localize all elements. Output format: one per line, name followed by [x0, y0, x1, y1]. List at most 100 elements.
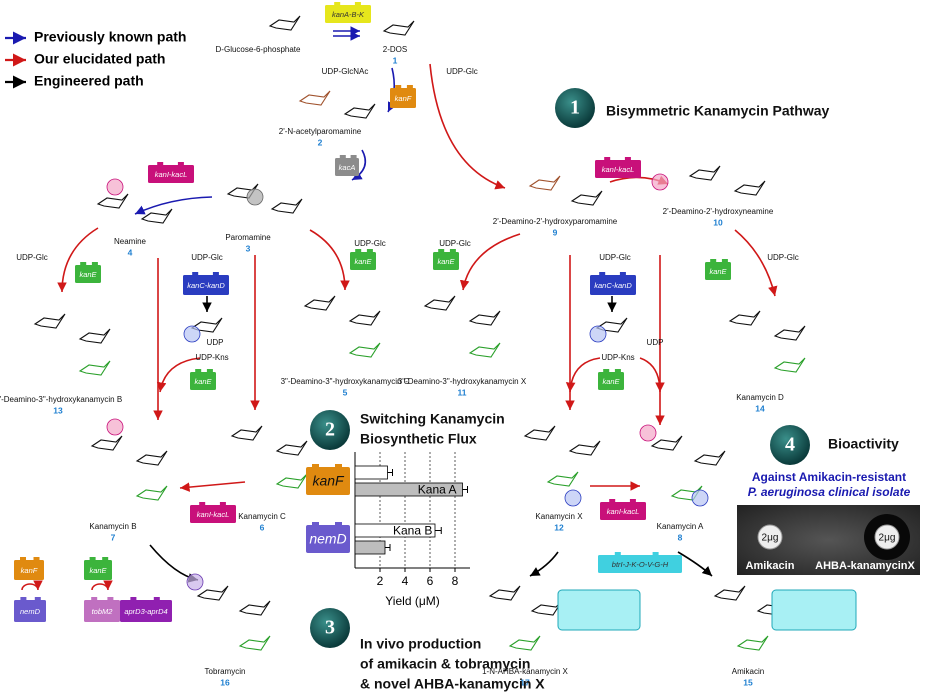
- enzyme-brick: kanC-kanD: [590, 272, 636, 295]
- brick-nub: [212, 272, 219, 276]
- brick-nub: [604, 157, 611, 161]
- bar: [354, 465, 388, 480]
- enzyme-label: tobM2: [92, 607, 114, 616]
- section-badge: [555, 88, 595, 128]
- sugar-ring: [140, 208, 173, 224]
- antibiotic-disc: [757, 524, 783, 550]
- sugar-ring: [468, 342, 501, 358]
- enzyme-label: kanF: [395, 94, 412, 103]
- sugar-ring: [348, 342, 381, 358]
- enzyme-brick: kanI-kacL: [600, 499, 646, 520]
- brick-nub: [350, 155, 357, 159]
- sugar-ring: [33, 313, 66, 329]
- enzyme-brick: aprD3-aprD4: [120, 597, 172, 622]
- brick-nub: [199, 502, 206, 506]
- x-axis-label: Yield (μM): [385, 594, 439, 608]
- enzyme-label: kacA: [339, 163, 356, 172]
- brick-nub: [721, 259, 728, 263]
- sugar-ring: [688, 165, 721, 181]
- brick-body: [335, 158, 359, 176]
- sugar-ring: [238, 635, 271, 651]
- category-brick-nub: [335, 522, 342, 526]
- highlight-group: [106, 178, 124, 196]
- cosubstrate: UDP: [647, 338, 664, 347]
- brick-body: [84, 600, 120, 622]
- enzyme-brick: kanI-kacL: [148, 162, 194, 183]
- x-tick-label: 8: [452, 574, 459, 588]
- brick-nub: [609, 499, 616, 503]
- enzyme-label: kanE: [437, 257, 455, 266]
- enzyme-brick: btrI-J-K-O-V-G-H: [598, 552, 682, 573]
- x-tick-label: 6: [427, 574, 434, 588]
- antibiotic-disc: [874, 524, 900, 550]
- enzyme-brick: kanE: [433, 249, 459, 270]
- sugar-ring: [488, 585, 521, 601]
- error-bar: [385, 544, 391, 551]
- category-brick: [306, 467, 350, 495]
- section-title: & novel AHBA-kanamycin X: [360, 676, 545, 692]
- sugar-ring: [508, 635, 541, 651]
- enzyme-label: kanE: [709, 267, 727, 276]
- highlight-group: [691, 489, 709, 507]
- compound-name: 3"-Deamino-3"-hydroxykanamycin X: [398, 377, 527, 386]
- brick-body: [84, 560, 112, 580]
- bioactivity-subtitle: Against Amikacin-resistant: [752, 470, 906, 484]
- enzyme-brick: tobM2: [84, 597, 120, 622]
- cosubstrate: UDP-Glc: [439, 239, 471, 248]
- brick-body: [390, 88, 416, 108]
- compound-number: 12: [554, 522, 564, 532]
- ahba-group: [557, 589, 641, 631]
- compound-number: 1: [393, 55, 398, 65]
- brick-nub: [355, 249, 362, 253]
- bar: [354, 540, 386, 555]
- compound-name: Neamine: [114, 237, 147, 246]
- category-brick-nub: [312, 522, 319, 526]
- compound-number: 9: [553, 227, 558, 237]
- ahba-group: [771, 589, 857, 631]
- sugar-ring: [303, 295, 336, 311]
- section-title: Bisymmetric Kanamycin Pathway: [606, 103, 830, 119]
- section-title: In vivo production: [360, 636, 481, 652]
- legend-label: Previously known path: [34, 29, 186, 45]
- brick-body: [350, 252, 376, 270]
- sugar-ring: [226, 183, 259, 199]
- highlight-group: [651, 173, 669, 191]
- enzyme-label: kanE: [79, 270, 97, 279]
- sugar-ring: [298, 90, 331, 106]
- enzyme-brick: kanC-kanD: [183, 272, 229, 295]
- brick-nub: [192, 272, 199, 276]
- highlight-group: [186, 573, 204, 591]
- section-title: Switching Kanamycin: [360, 411, 505, 427]
- compound-number: 7: [111, 532, 116, 542]
- brick-nub: [206, 369, 213, 373]
- cosubstrate: UDP-GlcNAc: [322, 67, 369, 76]
- bioactivity-subtitle: P. aeruginosa clinical isolate: [748, 485, 911, 499]
- enzyme-label: nemD: [20, 607, 41, 616]
- sugar-ring: [78, 360, 111, 376]
- highlight-group: [589, 325, 607, 343]
- enzyme-brick: kanA-B-K: [325, 2, 371, 23]
- compound-number: 6: [260, 522, 265, 532]
- brick-body: [120, 600, 172, 622]
- compound-name: 2'-Deamino-2'-hydroxyparomamine: [493, 217, 618, 226]
- enzyme-brick: kanE: [75, 262, 101, 283]
- enzyme-label: kanE: [89, 566, 107, 575]
- x-tick-label: 4: [402, 574, 409, 588]
- cosubstrate: UDP-Glc: [446, 67, 478, 76]
- compound-number: 5: [343, 387, 348, 397]
- brick-nub: [89, 557, 96, 561]
- enzyme-brick: kanE: [190, 369, 216, 390]
- sugar-ring: [546, 471, 579, 487]
- brick-nub: [339, 155, 346, 159]
- brick-nub: [107, 597, 114, 601]
- bar-annotation: Kana A: [418, 483, 457, 497]
- section-title: Biosynthetic Flux: [360, 431, 477, 447]
- sugar-ring: [670, 485, 703, 501]
- brick-nub: [20, 597, 27, 601]
- sugar-ring: [773, 357, 806, 373]
- dose-label: 2μg: [762, 533, 779, 544]
- y-tick-label: nemD: [309, 531, 346, 547]
- sugar-ring: [96, 193, 129, 209]
- sugar-ring: [78, 328, 111, 344]
